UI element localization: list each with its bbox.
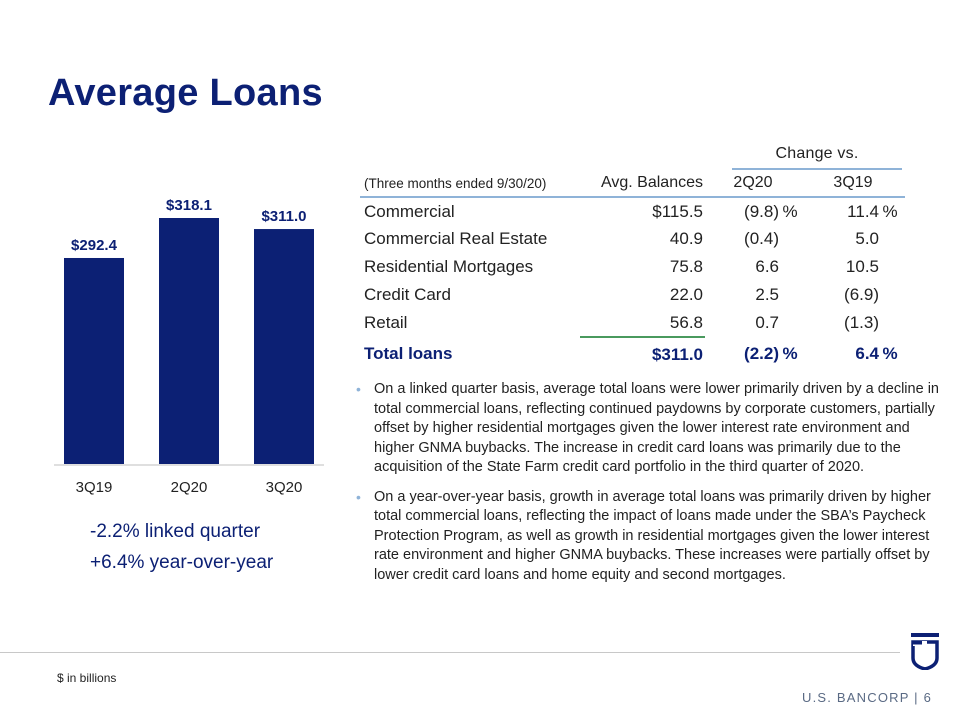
bullet-year-over-year: On a year-over-year basis, growth in ave… [356, 488, 946, 586]
category-label: 3Q19 [76, 479, 113, 496]
linked-quarter-change: -2.2% linked quarter [90, 521, 261, 542]
table-header-row: (Three months ended 9/30/20) Avg. Balanc… [360, 170, 905, 198]
table-row: Commercial Real Estate 40.9 (0.4) 5.0 [360, 225, 905, 253]
header-2q20: 2Q20 [705, 170, 805, 198]
page-title: Average Loans [48, 72, 323, 114]
units-note: $ in billions [57, 671, 117, 685]
bar-3q20 [254, 229, 314, 464]
row-change-2q20: (9.8) [744, 201, 779, 221]
row-change-3q19: 10.5 [845, 257, 879, 276]
table-row: Retail 56.8 0.7 (1.3) [360, 309, 905, 338]
bar-value-label: $292.4 [71, 237, 118, 254]
pct-sign: % [782, 344, 798, 363]
footer-divider [0, 652, 900, 653]
page-number: 6 [923, 690, 932, 705]
row-change-2q20: 6.6 [755, 257, 779, 276]
commentary-bullets: On a linked quarter basis, average total… [356, 380, 946, 595]
total-change-3q19: 6.4 [855, 344, 879, 363]
row-label: Credit Card [364, 285, 451, 304]
bullet-linked-quarter: On a linked quarter basis, average total… [356, 380, 946, 478]
table-row: Credit Card 22.0 2.5 (6.9) [360, 281, 905, 309]
average-loans-bar-chart: $292.4 3Q19 $318.1 2Q20 $311.0 3Q20 [54, 180, 324, 500]
header-3q19: 3Q19 [805, 170, 905, 198]
table-row: Commercial $115.5 (9.8)% 11.4% [360, 197, 905, 225]
change-summary: -2.2% linked quarter +6.4% year-over-yea… [90, 516, 273, 578]
row-change-3q19: (1.3) [844, 313, 879, 332]
header-avg-balances: Avg. Balances [580, 170, 705, 198]
row-change-2q20: 0.7 [755, 313, 779, 332]
brand-name: U.S. BANCORP [802, 690, 910, 705]
row-balance: 75.8 [669, 257, 703, 276]
row-balance: 40.9 [669, 229, 703, 248]
row-change-3q19: 11.4 [847, 201, 879, 221]
header-period-description: (Three months ended 9/30/20) [360, 170, 580, 198]
bar-value-label: $311.0 [261, 208, 306, 225]
total-balance: $311.0 [651, 344, 703, 364]
row-label: Commercial Real Estate [364, 229, 548, 248]
row-balance: 56.8 [580, 309, 705, 338]
bar-value-label: $318.1 [166, 197, 212, 214]
row-balance: 22.0 [669, 285, 703, 304]
change-vs-header: Change vs. [732, 140, 902, 170]
total-label: Total loans [364, 344, 453, 363]
pct-sign: % [882, 201, 898, 221]
table-row: Residential Mortgages 75.8 6.6 10.5 [360, 253, 905, 281]
year-over-year-change: +6.4% year-over-year [90, 552, 274, 573]
pct-sign: % [782, 201, 798, 221]
row-balance: $115.5 [652, 201, 703, 221]
row-change-3q19: 5.0 [855, 229, 879, 248]
total-change-2q20: (2.2) [744, 344, 779, 363]
us-bancorp-shield-icon [911, 633, 939, 670]
row-change-2q20: (0.4) [744, 229, 779, 248]
total-row: Total loans $311.0 (2.2)% 6.4% [360, 337, 905, 371]
bar-3q19 [64, 257, 124, 464]
loans-table: (Three months ended 9/30/20) Avg. Balanc… [360, 170, 905, 371]
row-label: Commercial [364, 201, 455, 221]
row-label: Retail [364, 313, 408, 332]
row-change-2q20: 2.5 [755, 285, 779, 304]
footer-brand: U.S. BANCORP | 6 [802, 690, 932, 705]
pct-sign: % [882, 344, 898, 363]
brand-separator: | [914, 690, 919, 705]
category-label: 3Q20 [266, 479, 303, 496]
row-change-3q19: (6.9) [844, 285, 879, 304]
bar-2q20 [159, 218, 219, 464]
category-label: 2Q20 [171, 479, 208, 496]
row-label: Residential Mortgages [364, 257, 534, 276]
bar-chart-svg: $292.4 3Q19 $318.1 2Q20 $311.0 3Q20 [54, 197, 324, 496]
